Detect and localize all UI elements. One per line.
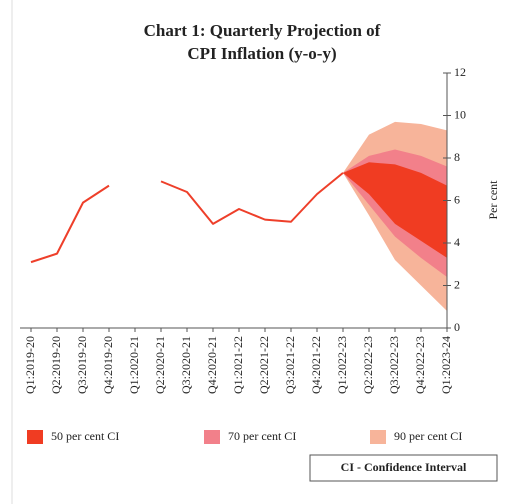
chart-title: Chart 1: Quarterly Projection of: [144, 21, 381, 40]
x-tick-label: Q2:2021-22: [257, 336, 271, 394]
x-tick-label: Q4:2019-20: [101, 336, 115, 394]
x-tick-label: Q2:2020-21: [153, 336, 167, 394]
y-tick-label: 10: [454, 107, 466, 121]
y-tick-label: 2: [454, 277, 460, 291]
line: [30, 172, 344, 264]
fan-band: [343, 162, 447, 258]
x-tick-label: Q4:2022-23: [413, 336, 427, 394]
y-axis-label: Per cent: [486, 180, 500, 220]
legend-swatch: [204, 430, 220, 444]
x-tick-label: Q4:2020-21: [205, 336, 219, 394]
note-box: [309, 454, 498, 482]
legend-label: 70 per cent CI: [228, 429, 296, 443]
legend-label: 90 per cent CI: [394, 429, 462, 443]
y-tick-label: 8: [454, 150, 460, 164]
x-tick-label: Q3:2021-22: [283, 336, 297, 394]
y-tick-label: 0: [454, 320, 460, 334]
y-tick-label: 12: [454, 65, 466, 79]
x-tick-label: Q1:2023-24: [439, 336, 453, 394]
x-tick-label: Q3:2020-21: [179, 336, 193, 394]
legend-swatch: [370, 430, 386, 444]
chart-title: CPI Inflation (y-o-y): [187, 44, 336, 63]
x-tick-label: Q2:2022-23: [361, 336, 375, 394]
x-tick-label: Q3:2022-23: [387, 336, 401, 394]
x-tick-label: Q1:2020-21: [127, 336, 141, 394]
x-tick-label: Q2:2019-20: [49, 336, 63, 394]
y-tick-label: 4: [454, 235, 460, 249]
legend-label: 50 per cent CI: [51, 429, 119, 443]
x-tick-label: Q1:2021-22: [231, 336, 245, 394]
note: CI - Confidence Interval: [341, 460, 467, 474]
x-tick-label: Q1:2019-20: [23, 336, 37, 394]
x-tick-label: Q4:2021-22: [309, 336, 323, 394]
legend-swatch: [27, 430, 43, 444]
x-tick-label: Q1:2022-23: [335, 336, 349, 394]
y-tick-label: 6: [454, 192, 460, 206]
x-tick-label: Q3:2019-20: [75, 336, 89, 394]
